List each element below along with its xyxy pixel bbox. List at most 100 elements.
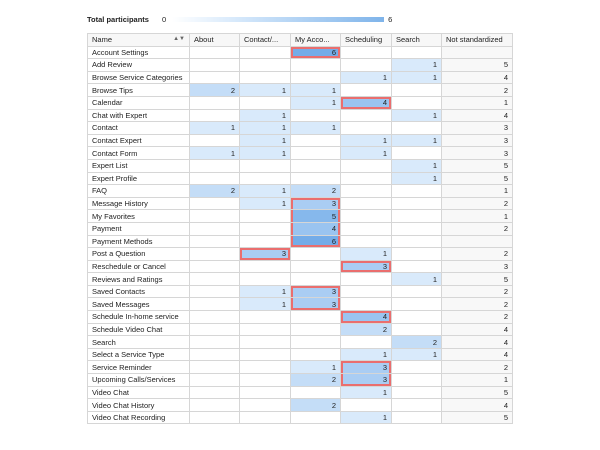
matrix-cell[interactable]: 3 bbox=[441, 146, 513, 160]
table-row[interactable]: Search 2 4 bbox=[87, 335, 513, 349]
table-row[interactable]: Contact 1 1 1 3 bbox=[87, 121, 513, 135]
matrix-cell[interactable]: 2 bbox=[441, 196, 513, 211]
matrix-cell[interactable] bbox=[391, 398, 442, 412]
matrix-cell[interactable] bbox=[391, 247, 442, 261]
matrix-cell[interactable]: 1 bbox=[290, 121, 341, 135]
table-row[interactable]: Video Chat Recording 1 5 bbox=[87, 410, 513, 425]
matrix-cell[interactable] bbox=[340, 272, 392, 286]
matrix-cell[interactable]: 5 bbox=[441, 158, 513, 173]
matrix-cell[interactable]: 4 bbox=[441, 108, 513, 123]
matrix-cell[interactable] bbox=[340, 58, 392, 72]
matrix-cell[interactable] bbox=[340, 196, 392, 211]
table-row[interactable]: Reschedule or Cancel 3 3 bbox=[87, 259, 513, 274]
matrix-cell[interactable]: 2 bbox=[290, 373, 341, 387]
matrix-cell[interactable] bbox=[189, 385, 240, 400]
matrix-cell[interactable] bbox=[239, 259, 291, 274]
matrix-cell[interactable] bbox=[391, 259, 442, 274]
matrix-cell[interactable] bbox=[189, 272, 240, 286]
matrix-cell[interactable]: 3 bbox=[340, 373, 392, 387]
matrix-cell[interactable]: 5 bbox=[441, 272, 513, 286]
matrix-cell[interactable] bbox=[290, 347, 341, 362]
matrix-cell[interactable]: 1 bbox=[391, 171, 442, 186]
matrix-cell[interactable]: 3 bbox=[290, 284, 341, 299]
matrix-cell[interactable] bbox=[239, 45, 291, 60]
matrix-cell[interactable]: 1 bbox=[239, 196, 291, 211]
matrix-cell[interactable]: 5 bbox=[290, 209, 341, 223]
table-row[interactable]: Contact Expert 1 1 1 3 bbox=[87, 133, 513, 148]
table-row[interactable]: Video Chat History 2 4 bbox=[87, 398, 513, 412]
column-header-about[interactable]: About bbox=[189, 33, 240, 47]
matrix-cell[interactable]: 1 bbox=[290, 360, 341, 375]
matrix-cell[interactable] bbox=[340, 184, 392, 198]
column-header-not-standardized[interactable]: Not standardized bbox=[441, 33, 513, 47]
column-header-search[interactable]: Search bbox=[391, 33, 442, 47]
table-row[interactable]: Reviews and Ratings 1 5 bbox=[87, 272, 513, 286]
matrix-cell[interactable] bbox=[290, 410, 341, 425]
matrix-cell[interactable] bbox=[340, 171, 392, 186]
matrix-cell[interactable] bbox=[340, 284, 392, 299]
matrix-cell[interactable]: 2 bbox=[441, 221, 513, 236]
matrix-cell[interactable]: 2 bbox=[441, 310, 513, 324]
table-row[interactable]: Expert List 1 5 bbox=[87, 158, 513, 173]
matrix-cell[interactable]: 3 bbox=[290, 196, 341, 211]
matrix-cell[interactable] bbox=[340, 83, 392, 97]
matrix-cell[interactable] bbox=[391, 297, 442, 312]
matrix-cell[interactable] bbox=[391, 184, 442, 198]
matrix-cell[interactable]: 2 bbox=[189, 184, 240, 198]
matrix-cell[interactable]: 3 bbox=[239, 247, 291, 261]
matrix-cell[interactable] bbox=[189, 347, 240, 362]
matrix-cell[interactable]: 1 bbox=[340, 347, 392, 362]
matrix-cell[interactable] bbox=[189, 158, 240, 173]
matrix-cell[interactable]: 3 bbox=[441, 133, 513, 148]
matrix-cell[interactable]: 3 bbox=[441, 259, 513, 274]
matrix-cell[interactable] bbox=[290, 310, 341, 324]
matrix-cell[interactable] bbox=[239, 385, 291, 400]
table-row[interactable]: Post a Question 3 1 2 bbox=[87, 247, 513, 261]
matrix-cell[interactable]: 4 bbox=[340, 310, 392, 324]
matrix-cell[interactable]: 2 bbox=[290, 184, 341, 198]
column-header-name[interactable]: Name ▲▼ bbox=[87, 33, 190, 47]
matrix-cell[interactable]: 3 bbox=[340, 259, 392, 274]
matrix-cell[interactable]: 1 bbox=[340, 410, 392, 425]
matrix-cell[interactable] bbox=[239, 373, 291, 387]
matrix-cell[interactable] bbox=[189, 373, 240, 387]
matrix-cell[interactable] bbox=[189, 398, 240, 412]
matrix-cell[interactable] bbox=[239, 410, 291, 425]
matrix-cell[interactable]: 2 bbox=[441, 247, 513, 261]
matrix-cell[interactable] bbox=[290, 146, 341, 160]
matrix-cell[interactable] bbox=[391, 234, 442, 249]
matrix-cell[interactable]: 5 bbox=[441, 410, 513, 425]
matrix-cell[interactable] bbox=[239, 221, 291, 236]
matrix-cell[interactable]: 4 bbox=[290, 221, 341, 236]
matrix-cell[interactable]: 1 bbox=[391, 108, 442, 123]
matrix-cell[interactable]: 6 bbox=[290, 234, 341, 249]
table-row[interactable]: Message History 1 3 2 bbox=[87, 196, 513, 211]
table-row[interactable]: Chat with Expert 1 1 4 bbox=[87, 108, 513, 123]
matrix-cell[interactable] bbox=[189, 171, 240, 186]
matrix-cell[interactable] bbox=[239, 272, 291, 286]
table-row[interactable]: Schedule In-home service 4 2 bbox=[87, 310, 513, 324]
matrix-cell[interactable] bbox=[189, 45, 240, 60]
matrix-cell[interactable]: 1 bbox=[391, 133, 442, 148]
matrix-cell[interactable]: 1 bbox=[340, 146, 392, 160]
table-row[interactable]: My Favorites 5 1 bbox=[87, 209, 513, 223]
matrix-cell[interactable] bbox=[189, 259, 240, 274]
matrix-cell[interactable]: 3 bbox=[441, 121, 513, 135]
matrix-cell[interactable] bbox=[290, 158, 341, 173]
table-row[interactable]: Select a Service Type 1 1 4 bbox=[87, 347, 513, 362]
matrix-cell[interactable] bbox=[189, 410, 240, 425]
matrix-cell[interactable] bbox=[340, 108, 392, 123]
matrix-cell[interactable] bbox=[189, 196, 240, 211]
table-row[interactable]: Expert Profile 1 5 bbox=[87, 171, 513, 186]
matrix-cell[interactable]: 1 bbox=[340, 70, 392, 85]
matrix-cell[interactable] bbox=[239, 234, 291, 249]
matrix-cell[interactable]: 1 bbox=[239, 133, 291, 148]
matrix-cell[interactable]: 1 bbox=[239, 284, 291, 299]
matrix-cell[interactable]: 1 bbox=[391, 158, 442, 173]
matrix-cell[interactable] bbox=[239, 360, 291, 375]
matrix-cell[interactable]: 4 bbox=[441, 398, 513, 412]
matrix-cell[interactable] bbox=[239, 95, 291, 110]
matrix-cell[interactable] bbox=[239, 335, 291, 349]
matrix-cell[interactable] bbox=[189, 360, 240, 375]
matrix-cell[interactable] bbox=[391, 121, 442, 135]
